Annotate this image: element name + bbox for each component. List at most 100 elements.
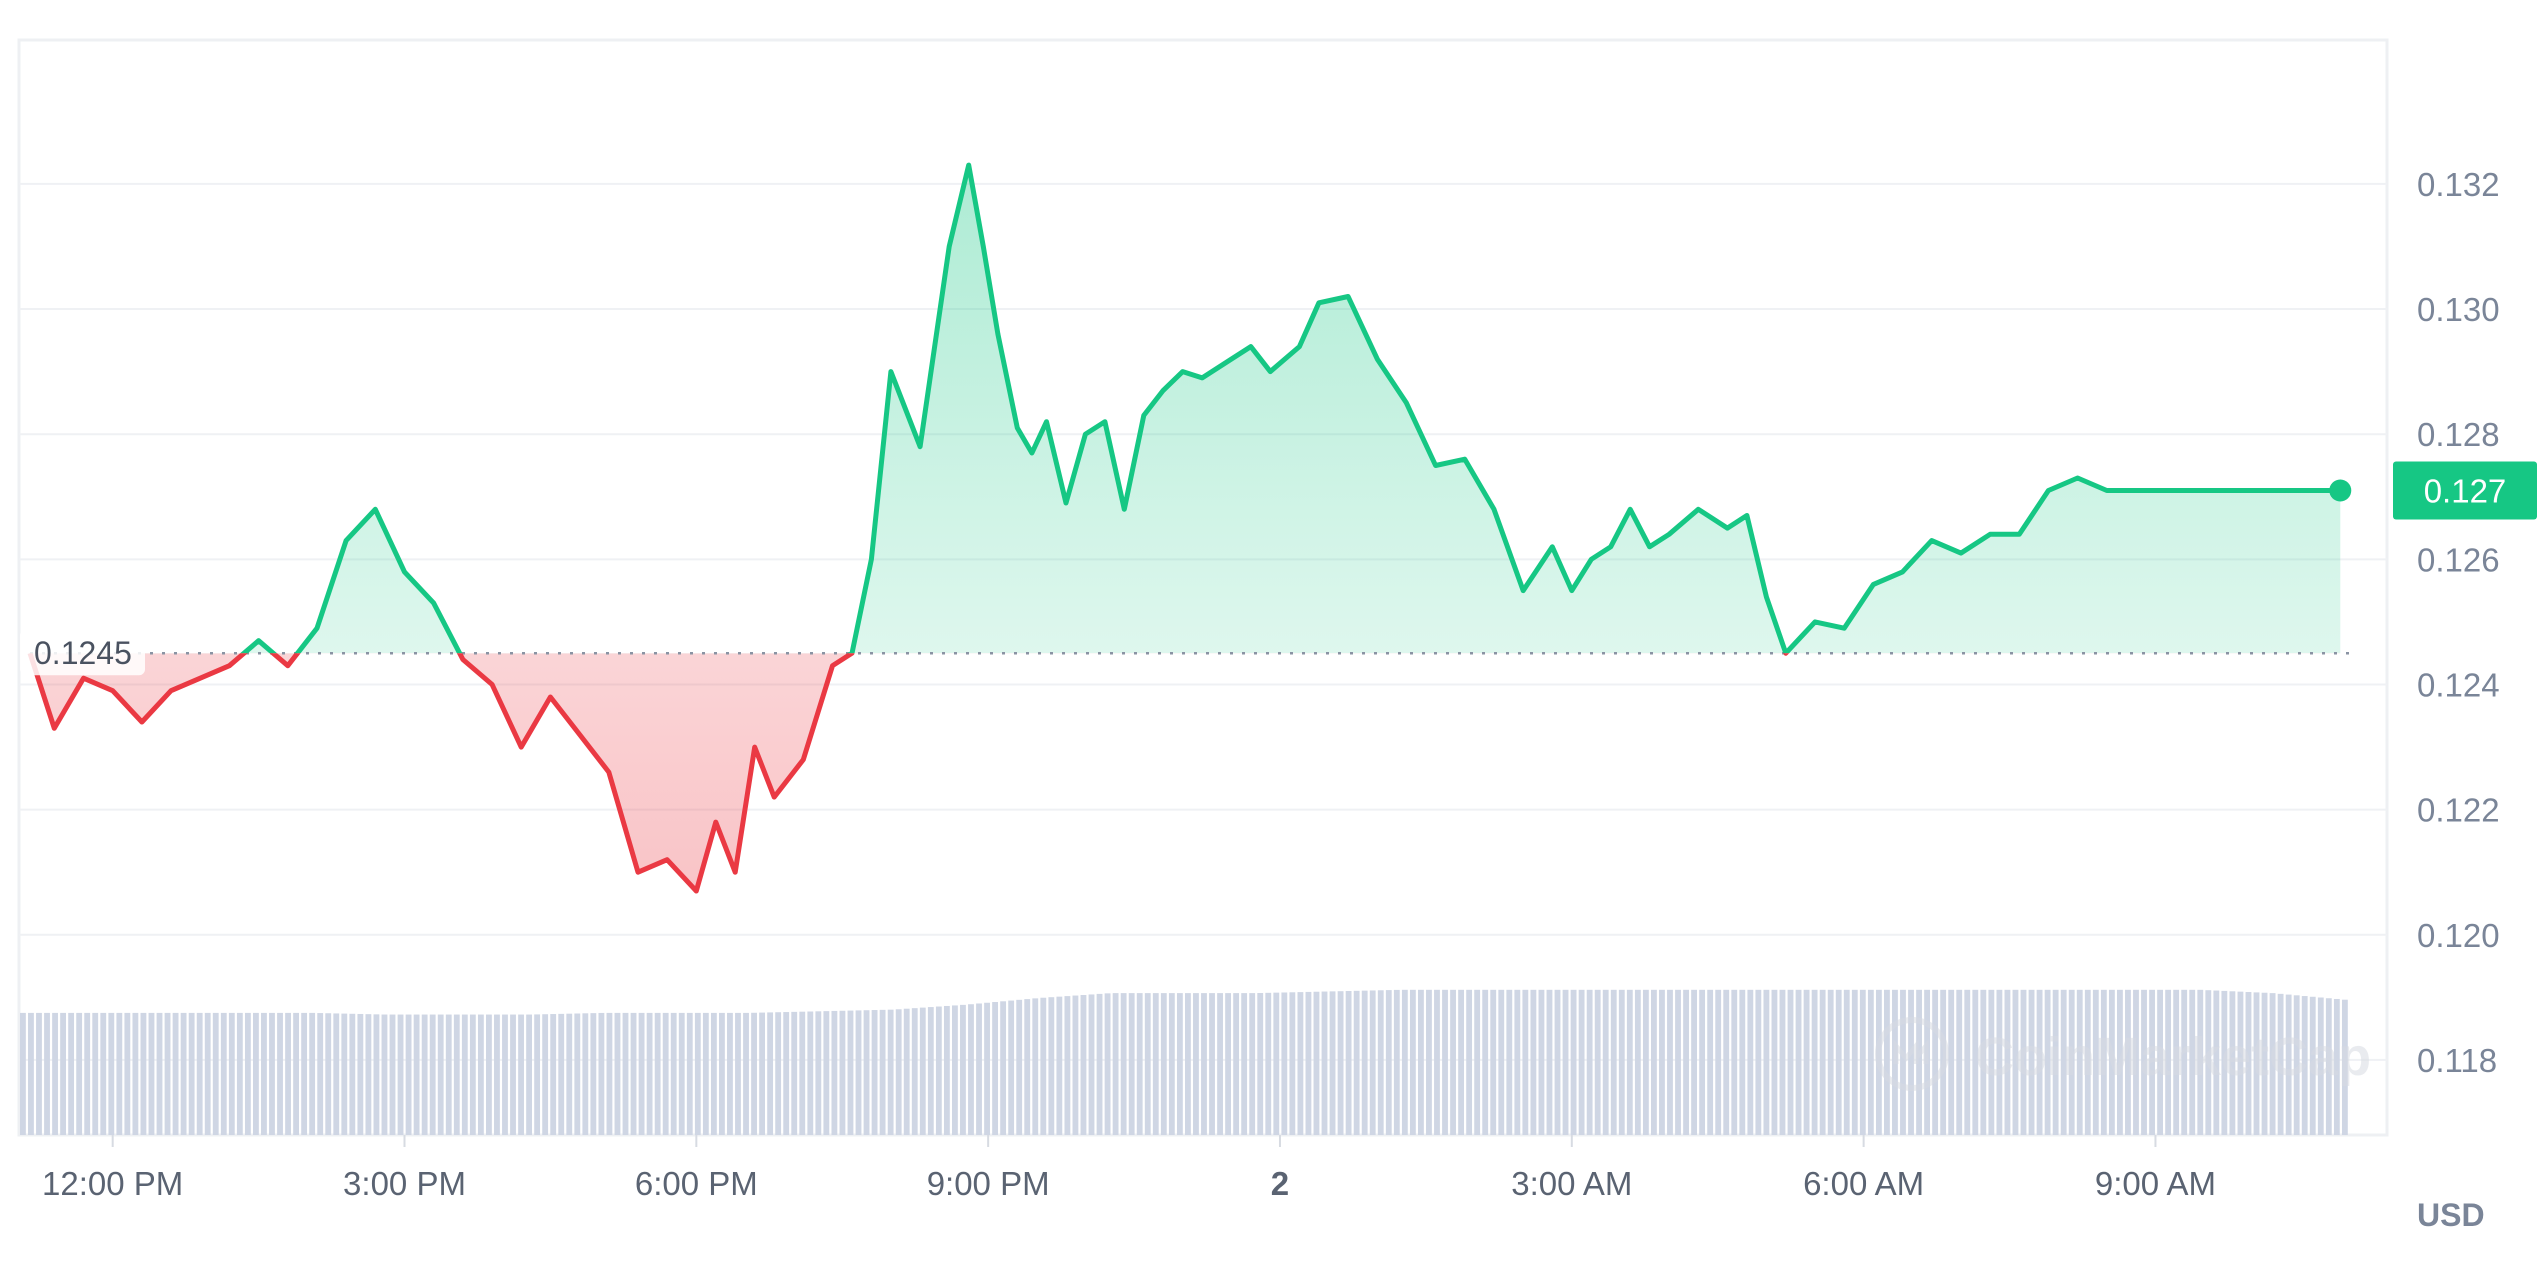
volume-bar [574,1013,581,1135]
volume-bar [2221,990,2228,1135]
volume-bar [558,1013,565,1135]
volume-bar [2141,989,2147,1135]
volume-bar [349,1013,356,1135]
volume-bar [1273,992,1280,1135]
volume-bar [2004,989,2011,1135]
x-tick-label: 12:00 PM [42,1165,183,1202]
volume-bar [325,1013,332,1135]
volume-bar [952,1005,958,1135]
volume-bar [2325,998,2332,1135]
volume-bar [1241,993,1248,1135]
volume-bar [670,1012,677,1135]
volume-bar [1996,989,2003,1135]
volume-bar [2028,989,2035,1135]
volume-bar [823,1011,830,1135]
volume-bar [1610,989,1617,1135]
volume-bar [486,1014,492,1135]
volume-bar [1538,989,1545,1135]
volume-bar [180,1012,187,1135]
volume-bar [1168,993,1175,1135]
volume-bar [783,1012,790,1135]
y-tick-label: 0.122 [2417,792,2500,829]
volume-bar [1361,990,1368,1135]
volume-bar [1128,993,1135,1135]
volume-bar [477,1014,484,1135]
svg-text:0.1245: 0.1245 [34,635,132,671]
volume-bar [2157,989,2164,1135]
volume-bar [2245,992,2252,1135]
x-tick-label: 6:00 PM [635,1165,758,1202]
volume-bar [236,1012,243,1135]
area-above-baseline [30,165,2341,654]
volume-bar [1185,993,1191,1135]
volume-bar [1201,993,1207,1135]
volume-bar [2108,989,2115,1135]
volume-bar [1787,989,1794,1135]
volume-bar [1795,989,1802,1135]
volume-bar [228,1012,235,1135]
volume-bar [2309,996,2316,1135]
volume-bar [1217,993,1223,1135]
svg-text:0.127: 0.127 [2424,473,2507,510]
volume-bar [52,1012,58,1135]
volume-bar [1297,992,1304,1135]
volume-bar [510,1014,516,1135]
volume-bar [1426,989,1432,1135]
volume-bar [204,1012,211,1135]
volume-bar [935,1006,942,1135]
volume-bar [2165,989,2172,1135]
volume-bar [124,1012,131,1135]
volume-bar [759,1012,766,1135]
volume-bar [606,1012,613,1135]
watermark-logo-icon [1875,1017,1949,1091]
volume-bar [1225,993,1232,1135]
volume-bar [2277,993,2284,1135]
volume-bar [1771,989,1778,1135]
volume-bar [1393,989,1400,1135]
volume-bar [365,1014,372,1135]
volume-bar [702,1012,709,1135]
volume-bar [1707,989,1714,1135]
volume-bar [815,1011,822,1135]
y-tick-label: 0.124 [2417,666,2500,703]
volume-bar [44,1012,50,1135]
volume-bar [429,1014,436,1135]
volume-bar [1353,990,1360,1135]
volume-bar [1691,989,1698,1135]
volume-bar [686,1012,693,1135]
volume-bar [2317,997,2324,1135]
volume-bar [172,1012,179,1135]
y-axis: 0.132 0.130 0.128 0.126 0.124 0.122 0.120 0.118 [2417,166,2500,1079]
volume-bar [220,1012,227,1135]
volume-bar [1811,989,1818,1135]
volume-bar [2060,989,2067,1135]
volume-bar [397,1014,404,1135]
volume-bar [1401,989,1408,1135]
volume-bar [2133,989,2139,1135]
volume-bar [1104,993,1111,1135]
volume-bar [1859,989,1866,1135]
volume-bar [132,1012,139,1135]
volume-bar [469,1014,476,1135]
volume-bar [1434,989,1440,1135]
volume-bar [1634,989,1641,1135]
volume-bar [1112,993,1119,1135]
volume-bar [285,1012,291,1135]
volume-bar [1000,1001,1007,1135]
volume-bar [148,1012,155,1135]
volume-bar [1337,991,1344,1135]
volume-bar [317,1013,324,1135]
volume-bar [1626,989,1633,1135]
volume-bar [1321,991,1328,1135]
volume-bar [2084,989,2091,1135]
volume-bar [357,1013,364,1135]
volume-bar [2261,992,2268,1135]
volume-bar [678,1012,685,1135]
volume-bar [2213,990,2220,1135]
volume-bar [791,1011,798,1135]
volume-bar [1265,992,1272,1135]
x-tick-label: 2 [1271,1165,1289,1202]
volume-bar [2341,999,2348,1135]
volume-bar [341,1013,348,1135]
